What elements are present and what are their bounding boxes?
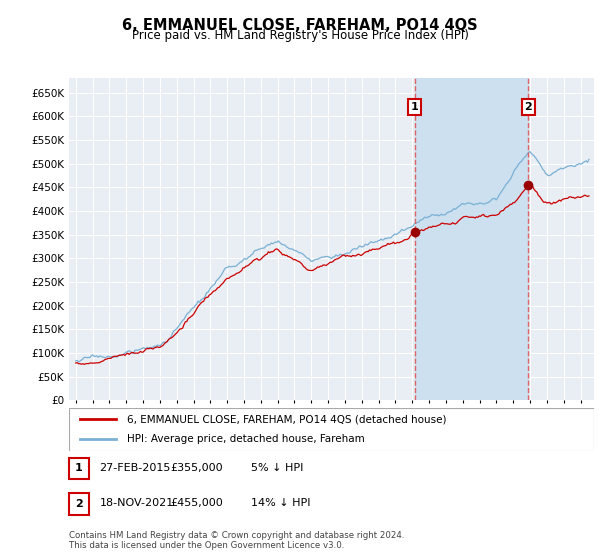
Text: Contains HM Land Registry data © Crown copyright and database right 2024.
This d: Contains HM Land Registry data © Crown c… <box>69 530 404 550</box>
Bar <box>415 78 529 400</box>
Text: Price paid vs. HM Land Registry's House Price Index (HPI): Price paid vs. HM Land Registry's House … <box>131 29 469 42</box>
FancyBboxPatch shape <box>69 408 594 451</box>
Text: 14% ↓ HPI: 14% ↓ HPI <box>251 498 310 508</box>
Text: 6, EMMANUEL CLOSE, FAREHAM, PO14 4QS: 6, EMMANUEL CLOSE, FAREHAM, PO14 4QS <box>122 18 478 33</box>
Text: £355,000: £355,000 <box>170 463 223 473</box>
Text: 2: 2 <box>75 499 83 509</box>
Text: 2: 2 <box>524 102 532 112</box>
Text: 1: 1 <box>411 102 419 112</box>
Text: 18-NOV-2021: 18-NOV-2021 <box>100 498 174 508</box>
Text: 6, EMMANUEL CLOSE, FAREHAM, PO14 4QS (detached house): 6, EMMANUEL CLOSE, FAREHAM, PO14 4QS (de… <box>127 414 446 424</box>
Text: 1: 1 <box>75 463 83 473</box>
Text: 27-FEB-2015: 27-FEB-2015 <box>100 463 171 473</box>
Text: £455,000: £455,000 <box>170 498 223 508</box>
Text: 5% ↓ HPI: 5% ↓ HPI <box>251 463 303 473</box>
Text: HPI: Average price, detached house, Fareham: HPI: Average price, detached house, Fare… <box>127 434 365 444</box>
